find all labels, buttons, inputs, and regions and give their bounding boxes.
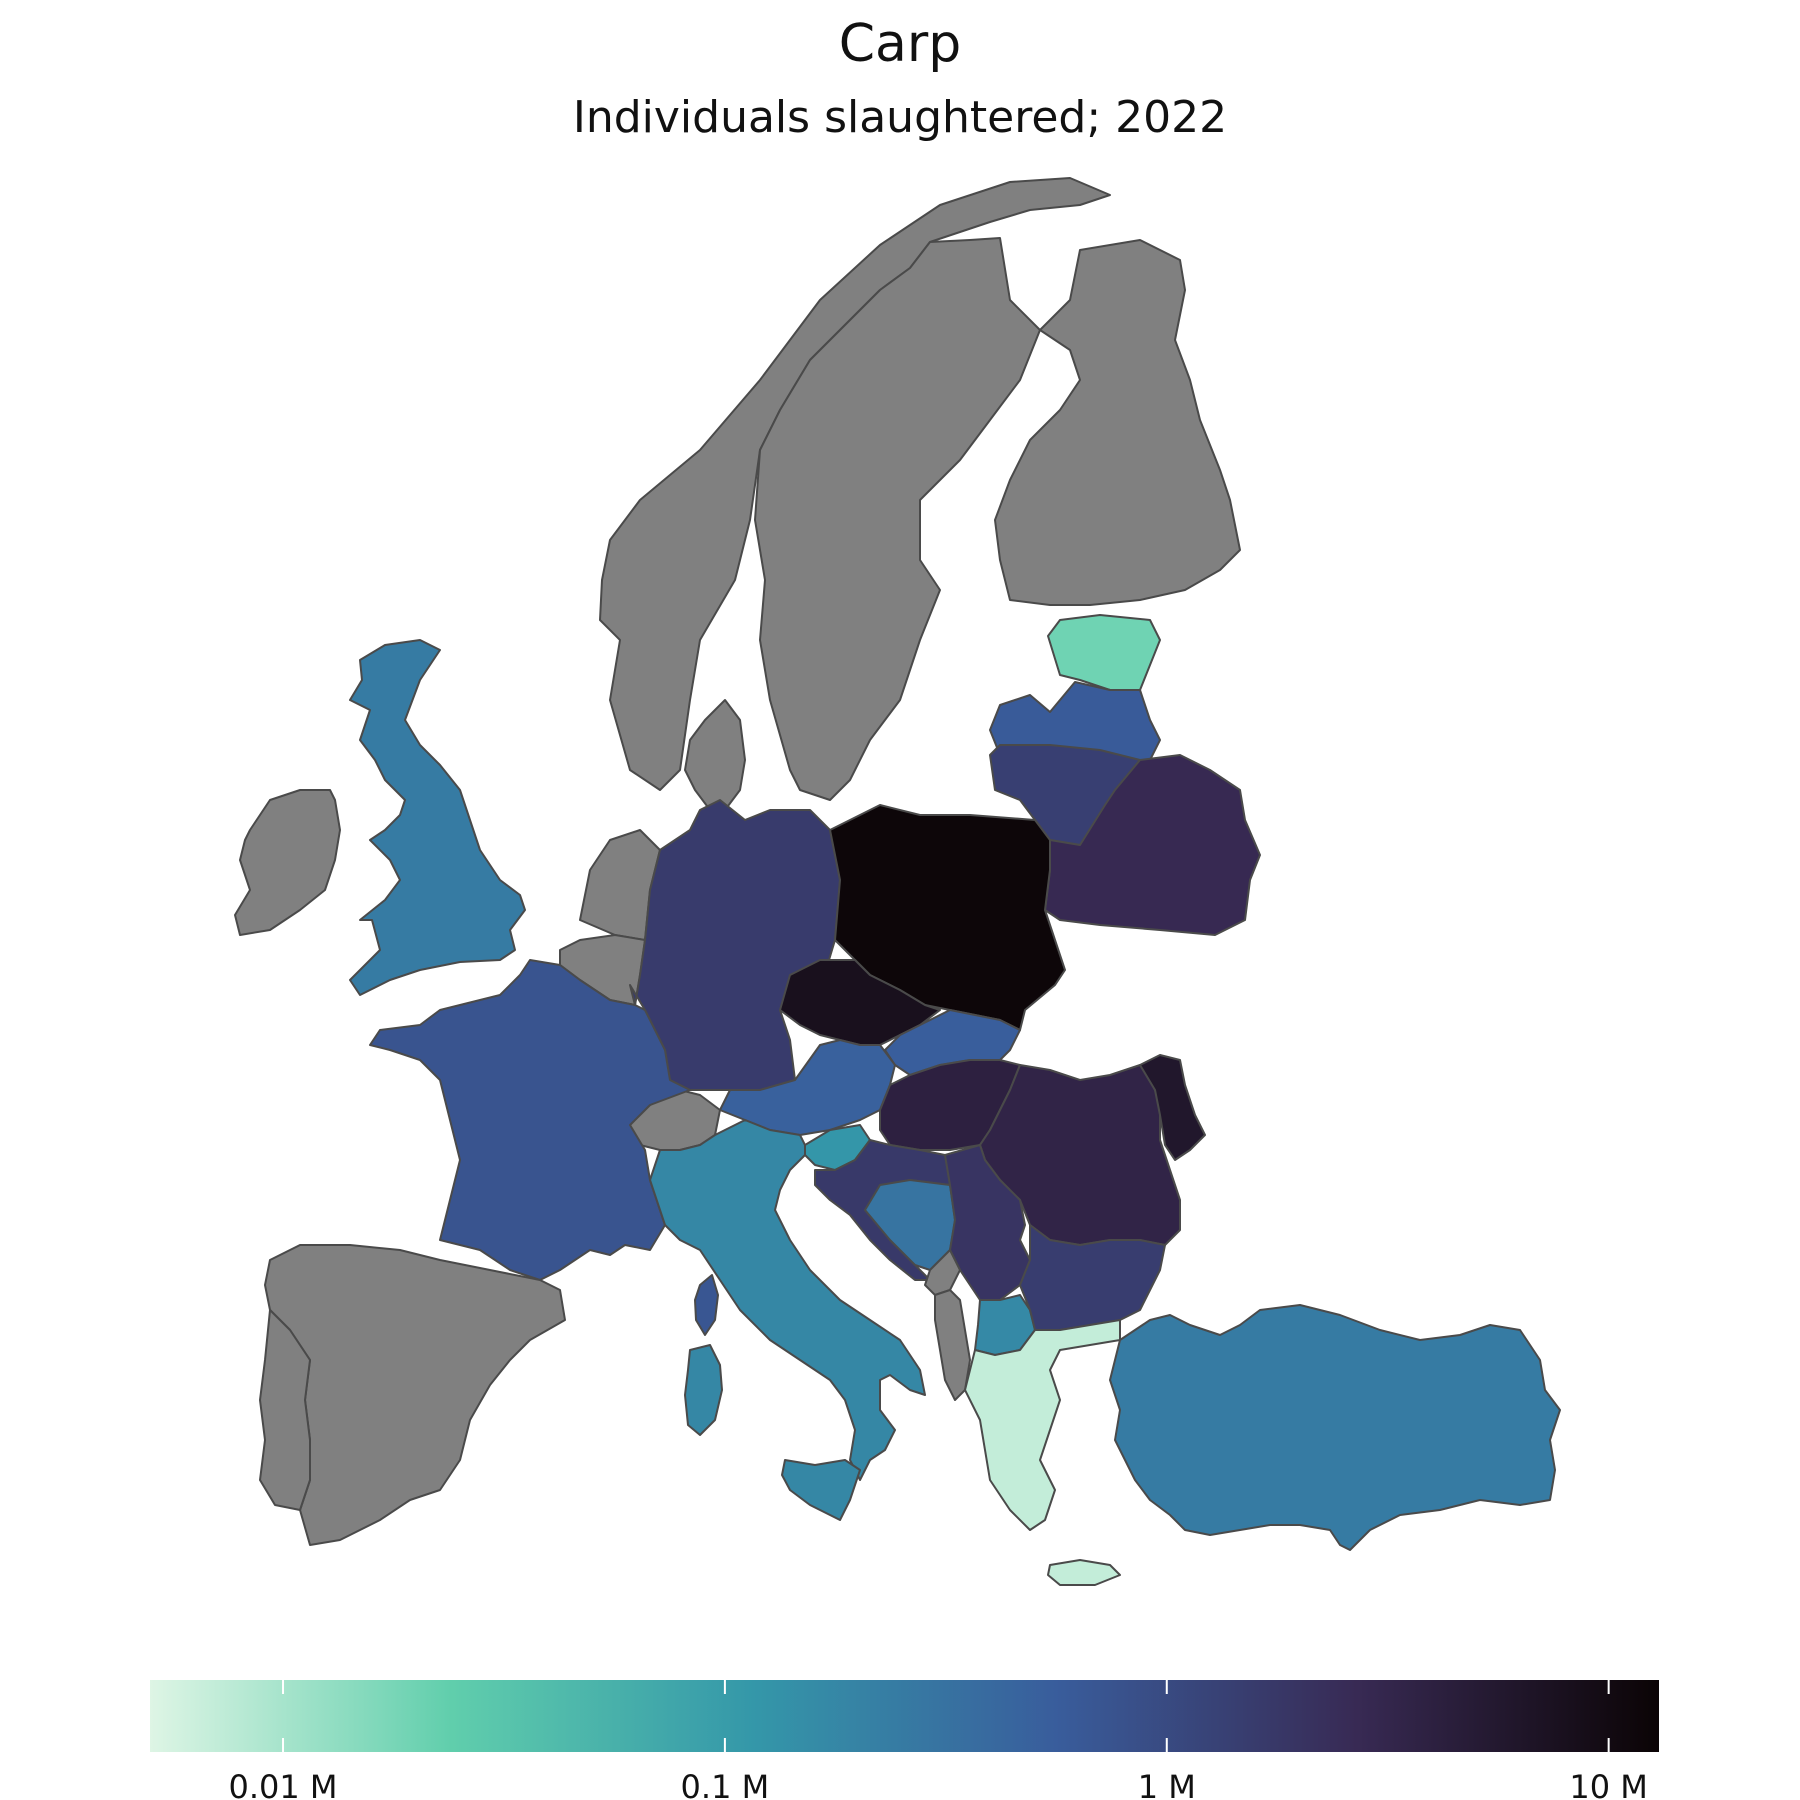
country-denmark[interactable] — [684, 699, 746, 811]
country-slovakia[interactable] — [884, 1009, 1021, 1076]
country-united-kingdom[interactable] — [349, 639, 526, 996]
country-crete[interactable] — [1047, 1559, 1121, 1586]
country-sweden[interactable] — [754, 237, 1041, 801]
country-bulgaria[interactable] — [1019, 1224, 1166, 1331]
colorbar-ticks: 0.01 M 0.1 M 1 M 10 M — [229, 1680, 1648, 1800]
country-portugal[interactable] — [259, 1309, 311, 1511]
colorbar-tick-label: 10 M — [1569, 1768, 1648, 1800]
country-sardinia[interactable] — [684, 1344, 723, 1436]
country-greece[interactable] — [964, 1319, 1121, 1531]
colorbar-tick-label: 0.01 M — [229, 1768, 338, 1800]
country-albania[interactable] — [934, 1289, 971, 1401]
country-ireland[interactable] — [234, 789, 341, 936]
country-spain[interactable] — [264, 1244, 566, 1546]
country-bosnia[interactable] — [864, 1179, 956, 1271]
colorbar-tick-label: 0.1 M — [681, 1768, 770, 1800]
country-turkey[interactable] — [1109, 1304, 1561, 1551]
country-corsica[interactable] — [694, 1274, 719, 1336]
country-moldova[interactable] — [1139, 1054, 1206, 1161]
colorbar-legend: 0.01 M 0.1 M 1 M 10 M — [150, 1680, 1659, 1800]
country-estonia[interactable] — [1047, 614, 1161, 691]
country-sicily[interactable] — [781, 1459, 861, 1521]
country-finland[interactable] — [994, 239, 1241, 606]
country-germany[interactable] — [629, 799, 841, 1091]
map-subtitle: Individuals slaughtered; 2022 — [572, 92, 1228, 143]
map-title: Carp — [838, 14, 962, 74]
country-france[interactable] — [369, 959, 691, 1281]
colorbar-gradient — [150, 1680, 1659, 1752]
country-italy[interactable] — [649, 1119, 926, 1481]
colorbar-tick-label: 1 M — [1138, 1768, 1196, 1800]
country-layer — [234, 177, 1561, 1586]
